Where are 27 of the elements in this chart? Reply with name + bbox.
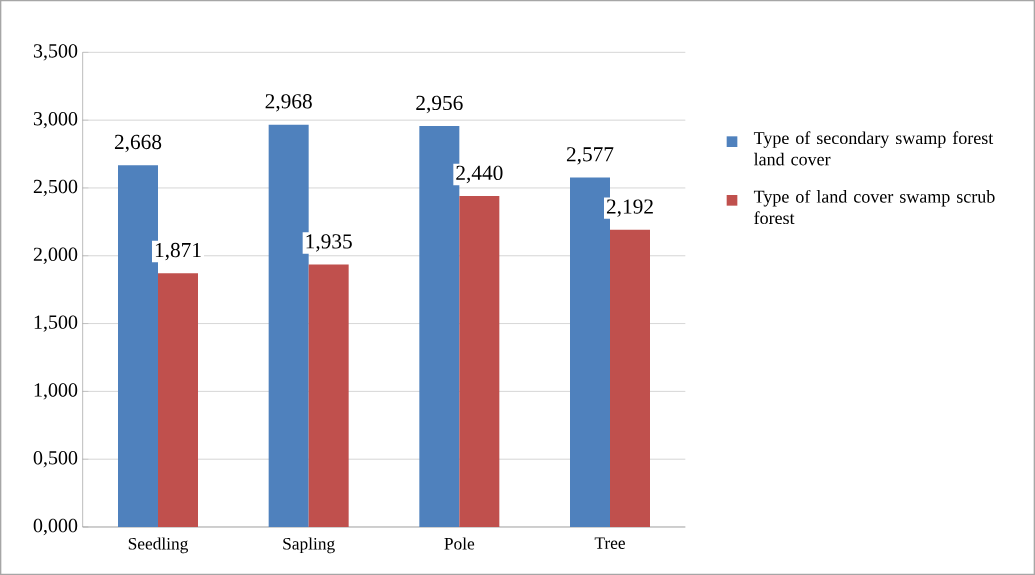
y-tick-label: 0,000 [33, 518, 78, 536]
data-label: 2,668 [114, 134, 162, 153]
data-label: 2,968 [265, 94, 312, 112]
legend-label: Type of land cover swamp scrub forest [753, 189, 995, 225]
bar [459, 196, 500, 527]
legend-label: Type of secondary swamp forest land cover [753, 131, 994, 166]
bar [158, 273, 198, 527]
data-label: 1,935 [306, 234, 352, 252]
y-tick-label: 2,500 [33, 179, 78, 197]
y-tick-label: 0,500 [33, 451, 78, 468]
data-label: 2,192 [606, 199, 653, 217]
x-tick-label: Sapling [283, 537, 335, 554]
data-label: 2,956 [416, 95, 463, 114]
y-tick-label: 2,000 [33, 247, 78, 264]
bar [610, 229, 650, 527]
y-tick-label: 1,500 [34, 315, 78, 332]
data-label: 2,577 [566, 147, 614, 165]
data-label: 2,440 [456, 165, 503, 184]
x-tick-label: Pole [444, 537, 475, 550]
y-tick-label: 3,500 [33, 44, 78, 61]
data-label: 1,871 [155, 242, 201, 261]
x-tick-label: Tree [594, 537, 625, 549]
bar [308, 264, 349, 527]
x-tick-label: Seedling [128, 537, 189, 554]
bar [118, 165, 158, 527]
y-tick-label: 3,000 [33, 111, 78, 129]
y-tick-label: 1,000 [34, 383, 78, 400]
